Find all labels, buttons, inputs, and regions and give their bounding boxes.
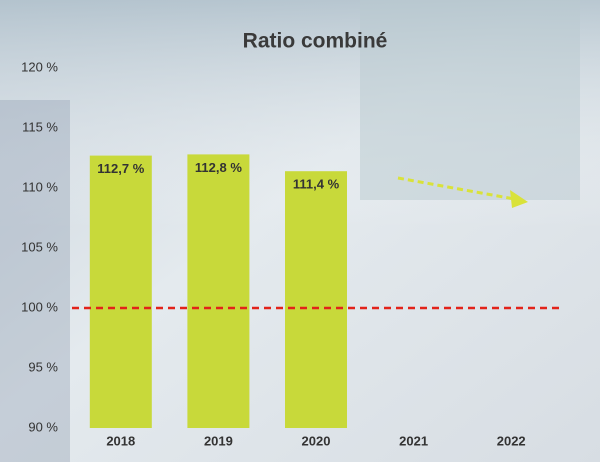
trend-arrow-head (510, 190, 528, 208)
value-label: 112,7 % (97, 161, 144, 176)
x-tick-label: 2021 (399, 433, 428, 448)
y-tick-label: 90 % (28, 419, 58, 434)
background-door (360, 0, 580, 200)
y-tick-label: 115 % (22, 119, 58, 134)
y-tick-label: 105 % (21, 239, 58, 254)
y-tick-label: 95 % (28, 359, 58, 374)
x-tick-label: 2018 (106, 433, 135, 448)
value-label: 111,4 % (293, 177, 340, 192)
x-tick-label: 2020 (302, 433, 331, 448)
bar (187, 154, 250, 428)
x-tick-label: 2022 (497, 433, 526, 448)
x-tick-label: 2019 (204, 433, 233, 448)
value-label: 112,8 % (195, 160, 242, 175)
bar (89, 155, 152, 428)
y-tick-label: 100 % (21, 299, 58, 314)
trend-arrow-line (397, 176, 521, 202)
chart-title: Ratio combiné (243, 30, 388, 53)
y-tick-label: 110 % (22, 179, 58, 194)
y-tick-label: 120 % (21, 59, 58, 74)
background-shadow (0, 100, 70, 462)
bar (285, 171, 347, 428)
trend-arrow (397, 176, 528, 208)
